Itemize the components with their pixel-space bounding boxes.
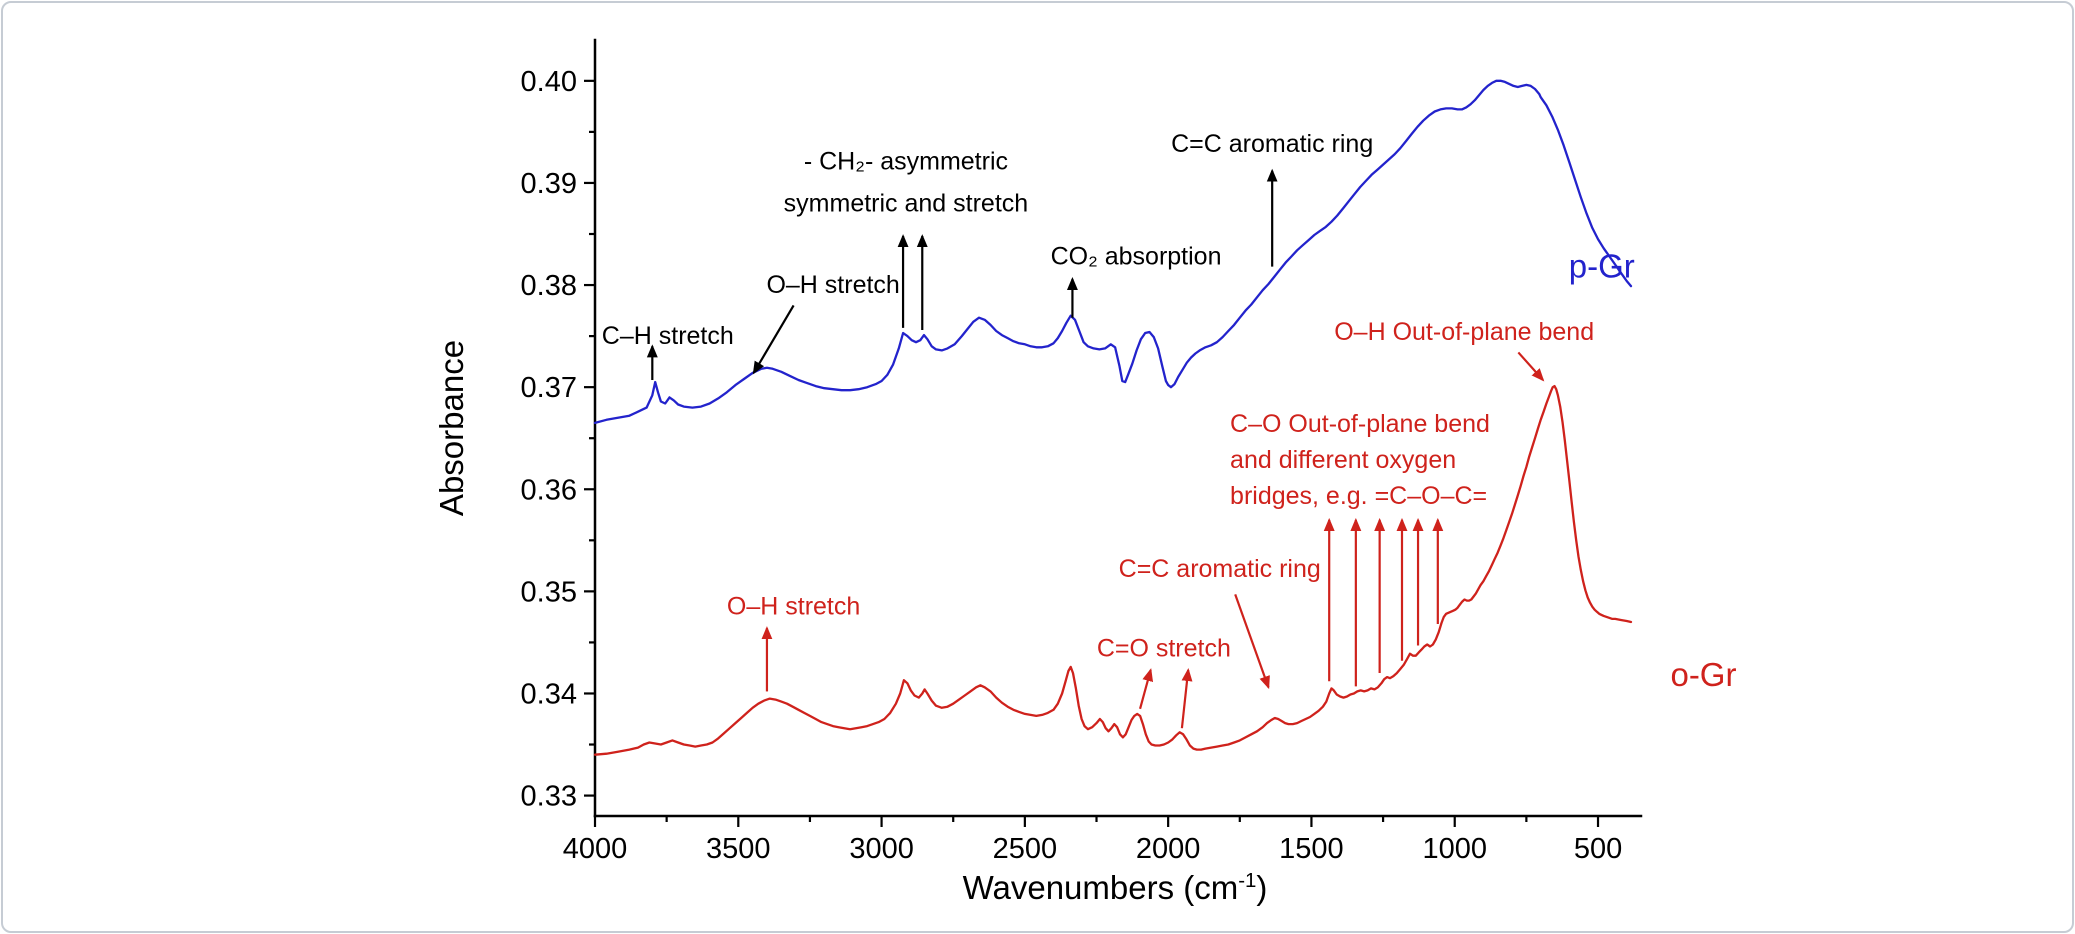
annotation-o-h-out-of-plane-bend: O–H Out-of-plane bend [1334,318,1594,382]
annotation-c-o-out-of-plane-bend: C–O Out-of-plane bend and different oxyge… [1230,410,1490,687]
x-tick-label: 1500 [1279,833,1344,865]
annotation-ch2-asymmetric-symmetric-stretch: - CH₂- asymmetric symmetric and stretch [784,147,1029,330]
y-tick-label: 0.40 [521,66,577,98]
annotation-arrow [1517,351,1545,382]
annotation-text: O–H stretch [766,271,899,299]
x-tick-label: 1000 [1422,833,1487,865]
annotation-c-c-aromatic-ring-red: C=C aromatic ring [1119,555,1321,690]
annotation-text: - CH₂- asymmetric symmetric and stretch [784,147,1029,217]
tick-marks [584,79,1600,827]
annotation-c-c-aromatic-ring-black: C=C aromatic ring [1171,130,1373,267]
x-axis-title-close: ) [1256,869,1268,906]
annotation-c-o-stretch: C=O stretch [1097,635,1231,729]
annotation-o-h-stretch-red: O–H stretch [727,593,860,692]
axes [593,38,1643,818]
curve-label-o-gr: o-Gr [1670,656,1736,693]
y-tick-label: 0.34 [521,678,577,710]
p-gr-spectrum-curve [593,79,1633,425]
x-tick-label: 3000 [849,833,914,865]
y-tick-label: 0.37 [521,372,577,404]
y-tick-label: 0.33 [521,781,577,813]
x-axis-title-main: Wavenumbers (cm [962,869,1239,906]
annotation-arrow [1139,668,1154,710]
annotation-co2-absorption: CO₂ absorption [1051,242,1222,318]
annotation-text: O–H Out-of-plane bend [1334,318,1594,346]
x-tick-label: 500 [1574,833,1622,865]
annotation-c-h-stretch: C–H stretch [602,322,734,381]
annotation-arrow [1180,668,1193,729]
annotation-text: O–H stretch [727,593,860,621]
y-tick-label: 0.35 [521,576,577,608]
annotation-text: C=C aromatic ring [1171,130,1373,158]
annotation-arrow [1234,594,1270,690]
y-tick-label: 0.39 [521,168,577,200]
y-tick-label: 0.38 [521,270,577,302]
curve-label-p-gr: p-Gr [1569,248,1635,285]
y-axis-title: Absorbance [433,339,470,517]
annotation-text: C=C aromatic ring [1119,555,1321,583]
x-tick-label: 4000 [563,833,628,865]
y-tick-label: 0.36 [521,474,577,506]
annotation-text: C=O stretch [1097,635,1231,663]
x-tick-label: 2500 [993,833,1058,865]
x-axis-title-superscript: -1 [1238,869,1257,892]
x-axis-title: Wavenumbers (cm-1) [963,869,1268,907]
x-tick-label: 3500 [706,833,771,865]
annotation-text: C–H stretch [602,322,734,350]
annotation-o-h-stretch-black: O–H stretch [752,271,900,375]
x-tick-label: 2000 [1136,833,1201,865]
annotation-arrow [752,304,795,375]
tick-labels: 4000 3500 3000 2500 2000 1500 1000 500 0.33 0.34 0… [521,66,1623,865]
o-gr-spectrum-curve [593,384,1633,756]
annotation-text: C–O Out-of-plane bend and different oxyge… [1230,410,1490,510]
annotation-text: CO₂ absorption [1051,242,1222,270]
